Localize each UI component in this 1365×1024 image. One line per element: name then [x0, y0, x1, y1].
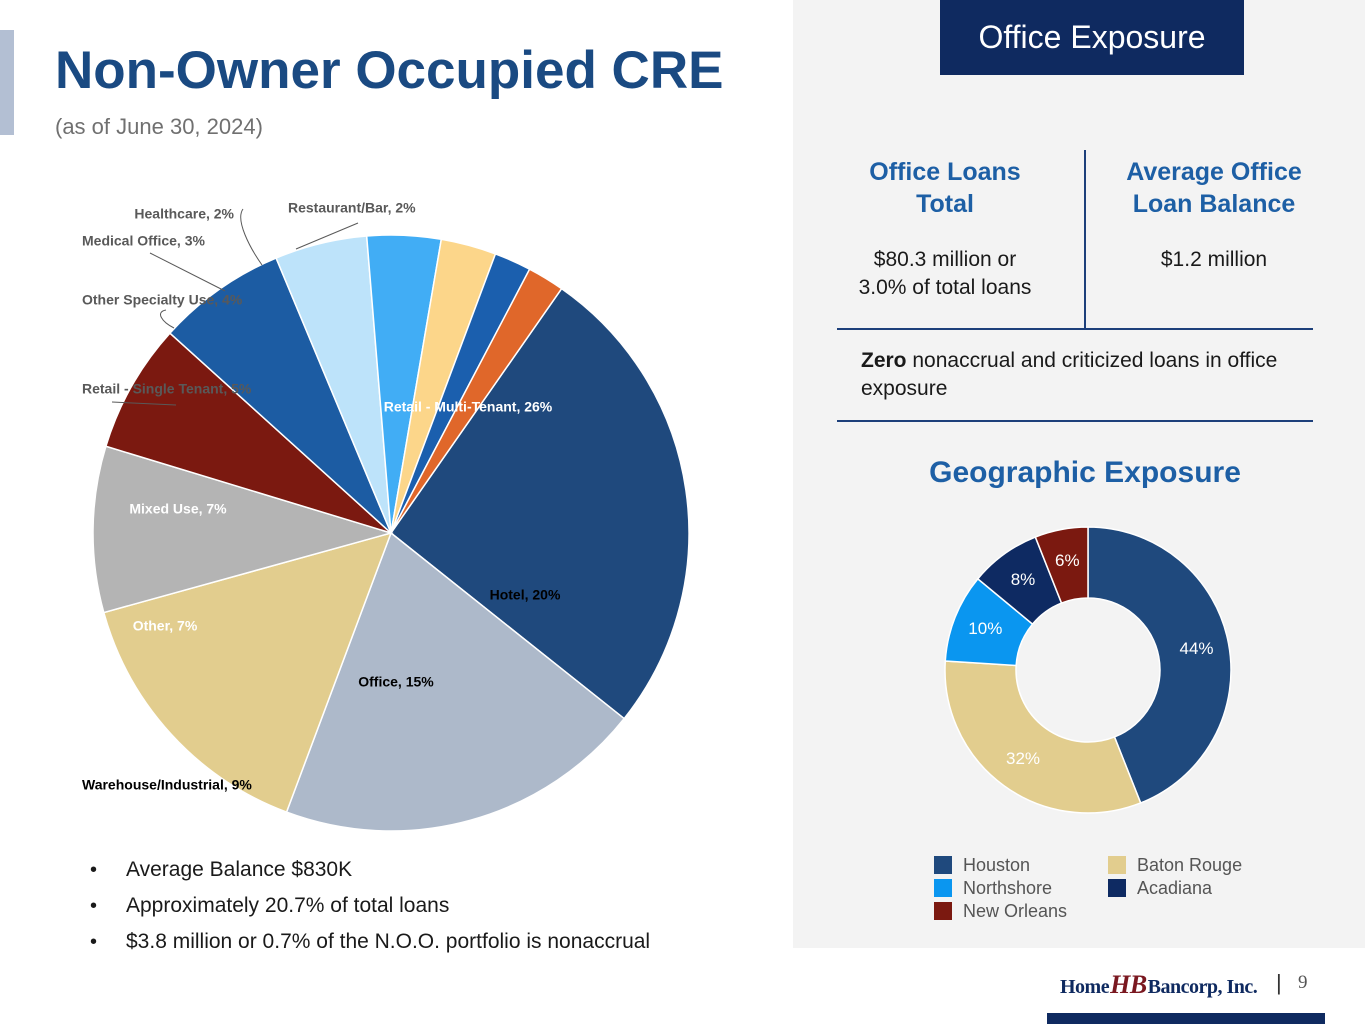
legend-label: New Orleans	[963, 901, 1068, 921]
avg-office-loan-heading: Average Office Loan Balance	[1100, 156, 1328, 220]
geographic-donut-chart: 44% 32% 10% 8% 6%	[944, 526, 1232, 814]
legend-swatch	[1108, 879, 1126, 897]
legend-swatch	[934, 879, 952, 897]
logo-mark: HB	[1110, 970, 1147, 999]
zero-nonaccrual-note: Zero nonaccrual and criticized loans in …	[861, 347, 1291, 403]
pie-label-retail-single-tenant: Retail - Single Tenant, 5%	[82, 381, 252, 397]
pie-label-hotel: Hotel, 20%	[490, 587, 561, 603]
cre-pie-chart: Retail - Multi-Tenant, 26% Hotel, 20% Offi…	[82, 200, 690, 832]
donut-slice-houston	[1087, 526, 1232, 804]
office-loans-total-heading: Office Loans Total	[840, 156, 1050, 220]
legend-label: Houston	[963, 855, 1031, 875]
pie-label-office: Office, 15%	[358, 674, 434, 690]
value-line: $80.3 million or	[873, 248, 1017, 271]
pie-slice-mixed-use	[168, 257, 392, 534]
divider-line	[837, 328, 1313, 330]
pie-slice-warehouse-industrial	[92, 445, 394, 614]
page-number: 9	[1298, 972, 1308, 993]
heading-line: Office Loans	[869, 158, 1021, 186]
pie-slice-hotel	[285, 531, 626, 832]
leader-line-restaurant-bar	[295, 222, 359, 250]
pie-label-medical-office: Medical Office, 3%	[82, 233, 205, 249]
pie-slice-other	[104, 332, 392, 534]
donut-slice-new-orleans	[1034, 526, 1089, 605]
accent-bar	[0, 30, 14, 135]
page-subtitle: (as of June 30, 2024)	[55, 114, 263, 139]
donut-label-new-orleans: 6%	[1055, 551, 1080, 570]
leader-line-other-specialty-use	[160, 309, 175, 329]
office-exposure-header: Office Exposure	[940, 0, 1244, 75]
avg-office-loan-value: $1.2 million	[1160, 248, 1268, 271]
donut-label-northshore: 10%	[968, 619, 1002, 638]
pie-slice-office	[102, 531, 393, 814]
heading-line: Average Office	[1126, 158, 1302, 186]
bullet-item: Average Balance $830K	[90, 855, 650, 891]
office-loans-total-value: $80.3 million or 3.0% of total loans	[830, 246, 1060, 302]
geographic-exposure-title: Geographic Exposure	[929, 456, 1241, 489]
legend-swatch	[934, 902, 952, 920]
kpi-divider	[1084, 150, 1086, 328]
legend-label: Acadiana	[1137, 878, 1213, 898]
divider-line	[837, 420, 1313, 422]
donut-label-houston: 44%	[1179, 639, 1213, 658]
leader-line-medical-office	[149, 252, 226, 292]
pie-slice-retail-multi-tenant	[389, 287, 690, 720]
pie-label-retail-multi-tenant: Retail - Multi-Tenant, 26%	[384, 399, 553, 415]
legend-label: Northshore	[963, 878, 1053, 898]
bullet-item: Approximately 20.7% of total loans	[90, 891, 650, 927]
leader-line-healthcare	[240, 208, 263, 266]
donut-label-baton-rouge: 32%	[1006, 749, 1040, 768]
company-logo: HomeHBBancorp, Inc.	[1060, 970, 1258, 1000]
legend-swatch	[934, 856, 952, 874]
donut-label-acadiana: 8%	[1011, 570, 1036, 589]
logo-text: Bancorp, Inc.	[1147, 976, 1258, 998]
legend-swatch	[1108, 856, 1126, 874]
pie-label-warehouse-industrial: Warehouse/Industrial, 9%	[82, 777, 252, 793]
bullet-item: $3.8 million or 0.7% of the N.O.O. portf…	[90, 927, 650, 963]
zero-emphasis: Zero	[861, 349, 907, 372]
pie-slice-restaurant-bar	[390, 268, 563, 534]
pie-label-mixed-use: Mixed Use, 7%	[129, 501, 227, 517]
page-separator: |	[1276, 970, 1282, 995]
pie-label-healthcare: Healthcare, 2%	[134, 206, 234, 222]
leader-line-retail-single-tenant	[111, 401, 177, 406]
value-line: 3.0% of total loans	[858, 276, 1032, 299]
footer-bar	[1047, 1013, 1325, 1024]
page-title: Non-Owner Occupied CRE	[55, 41, 724, 100]
pie-label-other-specialty-use: Other Specialty Use, 4%	[82, 292, 243, 308]
zero-note-text: nonaccrual and criticized loans in offic…	[861, 349, 1278, 400]
pie-label-restaurant-bar: Restaurant/Bar, 2%	[288, 200, 416, 216]
heading-line: Total	[916, 190, 974, 218]
summary-bullets: Average Balance $830K Approximately 20.7…	[90, 855, 650, 963]
heading-line: Loan Balance	[1132, 190, 1296, 218]
pie-label-other: Other, 7%	[133, 618, 198, 634]
logo-text: Home	[1060, 976, 1110, 998]
legend-label: Baton Rouge	[1137, 855, 1243, 875]
donut-slice-baton-rouge	[944, 660, 1142, 814]
